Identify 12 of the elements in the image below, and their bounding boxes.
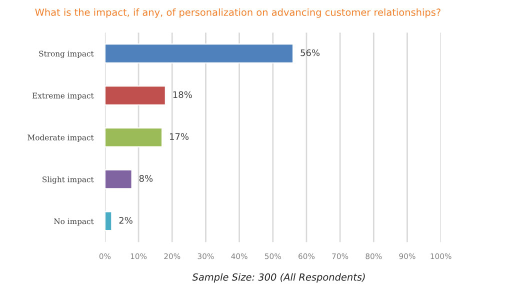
data-label: 8% xyxy=(139,175,153,182)
data-label: 17% xyxy=(170,133,189,140)
chart-title: What is the impact, if any, of personalization on advancing customer relationships? xyxy=(35,8,440,18)
bar xyxy=(104,44,294,64)
data-label: 56% xyxy=(300,49,320,56)
data-label: 2% xyxy=(119,216,132,224)
bar xyxy=(104,169,132,190)
bar xyxy=(104,85,166,106)
bar xyxy=(104,127,163,148)
bar xyxy=(104,211,112,232)
data-label: 18% xyxy=(173,91,192,98)
text: Sample Size: 300 (All Respondents) xyxy=(192,273,365,283)
